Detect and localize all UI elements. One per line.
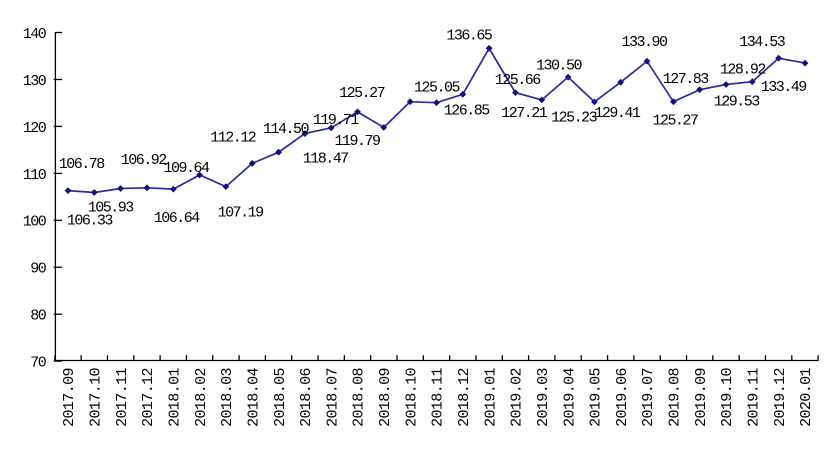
svg-text:2019.11: 2019.11: [746, 367, 763, 426]
svg-text:2017.09: 2017.09: [61, 368, 78, 427]
svg-text:2018.02: 2018.02: [193, 368, 210, 427]
svg-text:126.85: 126.85: [444, 103, 491, 120]
svg-text:2018.12: 2018.12: [456, 368, 473, 427]
svg-text:125.27: 125.27: [652, 112, 698, 129]
svg-text:2017.11: 2017.11: [114, 367, 131, 426]
svg-text:127.83: 127.83: [663, 71, 710, 88]
svg-text:2018.07: 2018.07: [324, 368, 341, 427]
svg-text:127.21: 127.21: [501, 105, 548, 122]
svg-text:2019.09: 2019.09: [693, 368, 710, 427]
svg-text:125.23: 125.23: [551, 109, 598, 126]
svg-text:2018.06: 2018.06: [298, 367, 315, 426]
svg-text:114.50: 114.50: [263, 121, 310, 138]
svg-text:80: 80: [30, 308, 47, 325]
svg-text:106.64: 106.64: [154, 210, 201, 227]
svg-text:106.33: 106.33: [67, 212, 114, 229]
svg-text:70: 70: [30, 355, 47, 372]
svg-text:109.64: 109.64: [163, 160, 210, 177]
svg-text:119.79: 119.79: [334, 133, 380, 150]
svg-text:100: 100: [23, 214, 47, 231]
svg-text:2019.06: 2019.06: [614, 367, 631, 426]
svg-text:134.53: 134.53: [739, 34, 786, 51]
svg-text:129.53: 129.53: [714, 94, 761, 111]
svg-text:120: 120: [23, 120, 47, 137]
svg-text:2018.11: 2018.11: [430, 367, 447, 426]
svg-text:129.41: 129.41: [594, 105, 641, 122]
svg-text:125.27: 125.27: [339, 85, 385, 102]
svg-text:125.66: 125.66: [495, 72, 542, 89]
svg-text:2019.07: 2019.07: [640, 368, 657, 427]
svg-text:2020.01: 2020.01: [798, 367, 815, 426]
svg-text:2018.01: 2018.01: [167, 367, 184, 426]
svg-text:130.50: 130.50: [536, 58, 583, 75]
svg-text:2018.09: 2018.09: [377, 368, 394, 427]
svg-text:2017.10: 2017.10: [88, 367, 105, 426]
svg-text:106.78: 106.78: [59, 156, 106, 173]
svg-text:2018.08: 2018.08: [351, 367, 368, 426]
svg-text:110: 110: [23, 167, 47, 184]
svg-text:2018.05: 2018.05: [272, 367, 289, 426]
svg-text:125.05: 125.05: [414, 80, 461, 97]
svg-text:2018.10: 2018.10: [403, 367, 420, 426]
svg-text:2019.04: 2019.04: [561, 367, 578, 426]
svg-text:136.65: 136.65: [446, 28, 493, 45]
svg-text:128.92: 128.92: [720, 61, 766, 78]
svg-text:119.71: 119.71: [313, 112, 360, 129]
svg-text:2019.10: 2019.10: [719, 367, 736, 426]
svg-text:90: 90: [30, 261, 47, 278]
svg-text:107.19: 107.19: [218, 205, 264, 222]
svg-text:140: 140: [23, 26, 47, 43]
svg-text:112.12: 112.12: [210, 130, 256, 147]
svg-text:130: 130: [23, 73, 47, 90]
svg-text:2017.12: 2017.12: [140, 368, 157, 427]
svg-text:2019.02: 2019.02: [509, 368, 526, 427]
svg-text:2019.08: 2019.08: [667, 367, 684, 426]
svg-text:2019.01: 2019.01: [482, 367, 499, 426]
svg-text:2018.04: 2018.04: [245, 367, 262, 426]
svg-text:2019.12: 2019.12: [772, 368, 789, 427]
svg-text:2018.03: 2018.03: [219, 367, 236, 426]
svg-text:2019.03: 2019.03: [535, 367, 552, 426]
svg-text:106.92: 106.92: [121, 152, 167, 169]
svg-text:133.90: 133.90: [621, 34, 668, 51]
svg-text:118.47: 118.47: [303, 150, 349, 167]
svg-text:105.93: 105.93: [88, 200, 135, 217]
svg-text:133.49: 133.49: [761, 79, 807, 96]
svg-text:2019.05: 2019.05: [588, 367, 605, 426]
